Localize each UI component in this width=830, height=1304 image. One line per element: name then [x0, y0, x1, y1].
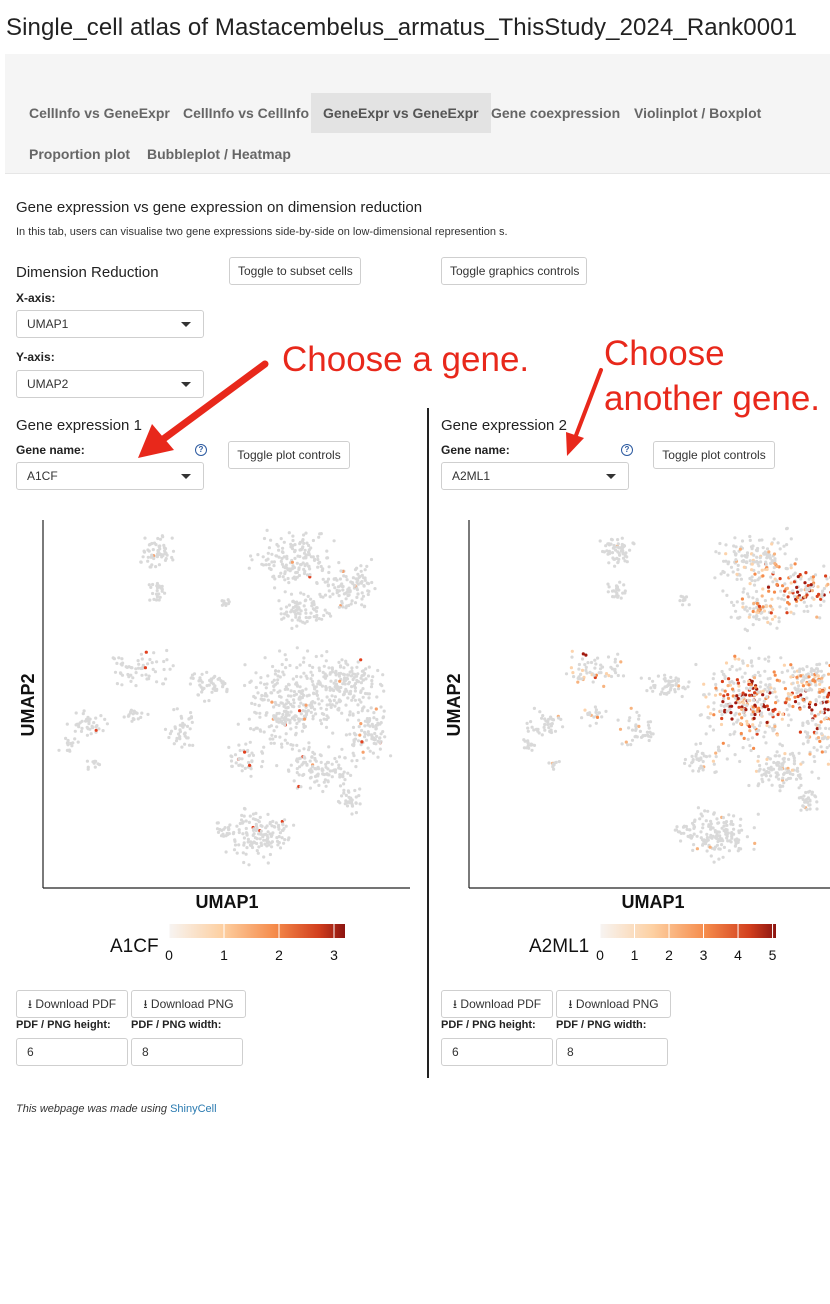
- download-icon: ⭳: [27, 997, 33, 1011]
- panel2-legend-ticks: 0 1 2 3 4 5: [596, 924, 777, 963]
- tab-proportion-plot[interactable]: Proportion plot: [29, 146, 131, 162]
- panel2-x-axis-label: UMAP1: [621, 892, 684, 912]
- panel2-gene-select[interactable]: A2ML1: [441, 462, 629, 490]
- panel1-y-axis-label: UMAP2: [18, 673, 38, 736]
- panel1-width-label: PDF / PNG width:: [131, 1019, 222, 1031]
- panel1-height-label: PDF / PNG height:: [16, 1019, 111, 1031]
- panel2-download-png-button[interactable]: ⭳ Download PNG: [556, 990, 671, 1018]
- annotation-choose-gene: Choose a gene.: [282, 340, 530, 379]
- panel2-width-label: PDF / PNG width:: [556, 1019, 647, 1031]
- section-description: In this tab, users can visualise two gen…: [16, 226, 508, 238]
- annotation-choose-another-line2: another gene.: [604, 379, 821, 418]
- panel2-y-axis-label: UMAP2: [444, 673, 464, 736]
- panel1-width-input[interactable]: 8: [131, 1038, 243, 1066]
- tab-cellinfo-vs-geneexpr[interactable]: CellInfo vs GeneExpr: [29, 105, 170, 121]
- panel1-download-pdf-label: Download PDF: [35, 997, 117, 1011]
- panel1-download-png-label: Download PNG: [150, 997, 234, 1011]
- chevron-down-icon: [181, 474, 191, 479]
- panel2-legend-title: A2ML1: [529, 936, 589, 957]
- panel2-download-pdf-button[interactable]: ⭳ Download PDF: [441, 990, 553, 1018]
- panel2-umap-plot: UMAP1 UMAP2 A2ML1 0 1 2 3 4 5: [444, 520, 830, 963]
- tab-bar: CellInfo vs GeneExpr CellInfo vs CellInf…: [5, 54, 830, 174]
- panel1-height-input[interactable]: 6: [16, 1038, 128, 1066]
- y-axis-label: Y-axis:: [16, 350, 55, 364]
- panel1-legend-colorbar: [169, 924, 345, 938]
- panel2-height-input[interactable]: 6: [441, 1038, 553, 1066]
- legend-tick-label: 5: [769, 947, 777, 963]
- legend-tick-label: 3: [700, 947, 708, 963]
- panel1-gene-select[interactable]: A1CF: [16, 462, 204, 490]
- download-icon: ⭳: [568, 997, 573, 1011]
- legend-tick-label: 3: [330, 947, 338, 963]
- legend-tick-label: 0: [165, 947, 173, 963]
- app-title: Single_cell atlas of Mastacembelus_armat…: [6, 14, 798, 41]
- panel2-toggle-plot-button[interactable]: Toggle plot controls: [653, 441, 775, 469]
- arrow-right: [566, 368, 603, 456]
- y-axis-select[interactable]: UMAP2: [16, 370, 204, 398]
- panel2-download-png-label: Download PNG: [575, 997, 659, 1011]
- panel2-heading: Gene expression 2: [441, 417, 567, 434]
- panel1-cells: [57, 528, 393, 867]
- download-icon: ⭳: [143, 997, 148, 1011]
- panel1-gene-label: Gene name:: [16, 443, 85, 457]
- chevron-down-icon: [181, 382, 191, 387]
- chevron-down-icon: [606, 474, 616, 479]
- panel1-x-axis-label: UMAP1: [195, 892, 258, 912]
- tab-geneexpr-vs-geneexpr[interactable]: GeneExpr vs GeneExpr: [311, 93, 491, 133]
- arrow-left: [138, 360, 269, 458]
- tab-bubbleplot-heatmap[interactable]: Bubbleplot / Heatmap: [147, 146, 291, 162]
- toggle-graphics-button[interactable]: Toggle graphics controls: [441, 257, 587, 285]
- footer: This webpage was made using ShinyCell: [16, 1103, 217, 1115]
- panel1-legend-title: A1CF: [110, 936, 159, 957]
- x-axis-select[interactable]: UMAP1: [16, 310, 204, 338]
- panel2-gene-label: Gene name:: [441, 443, 510, 457]
- panel1-umap-plot: UMAP1 UMAP2 A1CF 0 1 2 3: [18, 520, 410, 963]
- panel1-heading: Gene expression 1: [16, 417, 142, 434]
- download-icon: ⭳: [452, 997, 458, 1011]
- panel1-download-pdf-button[interactable]: ⭳ Download PDF: [16, 990, 128, 1018]
- panel2-legend-colorbar: [600, 924, 776, 938]
- y-axis-value: UMAP2: [27, 377, 69, 391]
- legend-tick-label: 1: [220, 947, 228, 963]
- legend-tick-label: 2: [275, 947, 283, 963]
- panel1-download-png-button[interactable]: ⭳ Download PNG: [131, 990, 246, 1018]
- panel2-gene-value: A2ML1: [452, 469, 491, 483]
- x-axis-value: UMAP1: [27, 317, 69, 331]
- tab-gene-coexpression[interactable]: Gene coexpression: [491, 105, 621, 121]
- panel2-download-pdf-label: Download PDF: [460, 997, 542, 1011]
- footer-text: This webpage was made using: [16, 1103, 171, 1115]
- legend-tick-label: 1: [631, 947, 639, 963]
- panel2-width-input[interactable]: 8: [556, 1038, 668, 1066]
- legend-tick-label: 0: [596, 947, 604, 963]
- chevron-down-icon: [181, 322, 191, 327]
- legend-tick-label: 4: [734, 947, 742, 963]
- dimred-heading: Dimension Reduction: [16, 264, 159, 281]
- toggle-subset-button[interactable]: Toggle to subset cells: [229, 257, 361, 285]
- x-axis-label: X-axis:: [16, 291, 56, 305]
- section-title: Gene expression vs gene expression on di…: [16, 199, 423, 216]
- annotation-choose-another-line1: Choose: [604, 334, 725, 373]
- help-icon[interactable]: ?: [195, 444, 207, 456]
- legend-tick-label: 2: [665, 947, 673, 963]
- tab-cellinfo-vs-cellinfo[interactable]: CellInfo vs CellInfo: [183, 105, 310, 121]
- panel1-legend-ticks: 0 1 2 3: [165, 924, 338, 963]
- panel2-height-label: PDF / PNG height:: [441, 1019, 536, 1031]
- panel1-toggle-plot-button[interactable]: Toggle plot controls: [228, 441, 350, 469]
- tab-violinplot-boxplot[interactable]: Violinplot / Boxplot: [634, 105, 762, 121]
- panel1-gene-value: A1CF: [27, 469, 58, 483]
- panel-divider: [427, 408, 429, 1078]
- help-icon[interactable]: ?: [621, 444, 633, 456]
- shinycell-link[interactable]: ShinyCell: [170, 1103, 217, 1115]
- panel2-cells: [522, 526, 830, 864]
